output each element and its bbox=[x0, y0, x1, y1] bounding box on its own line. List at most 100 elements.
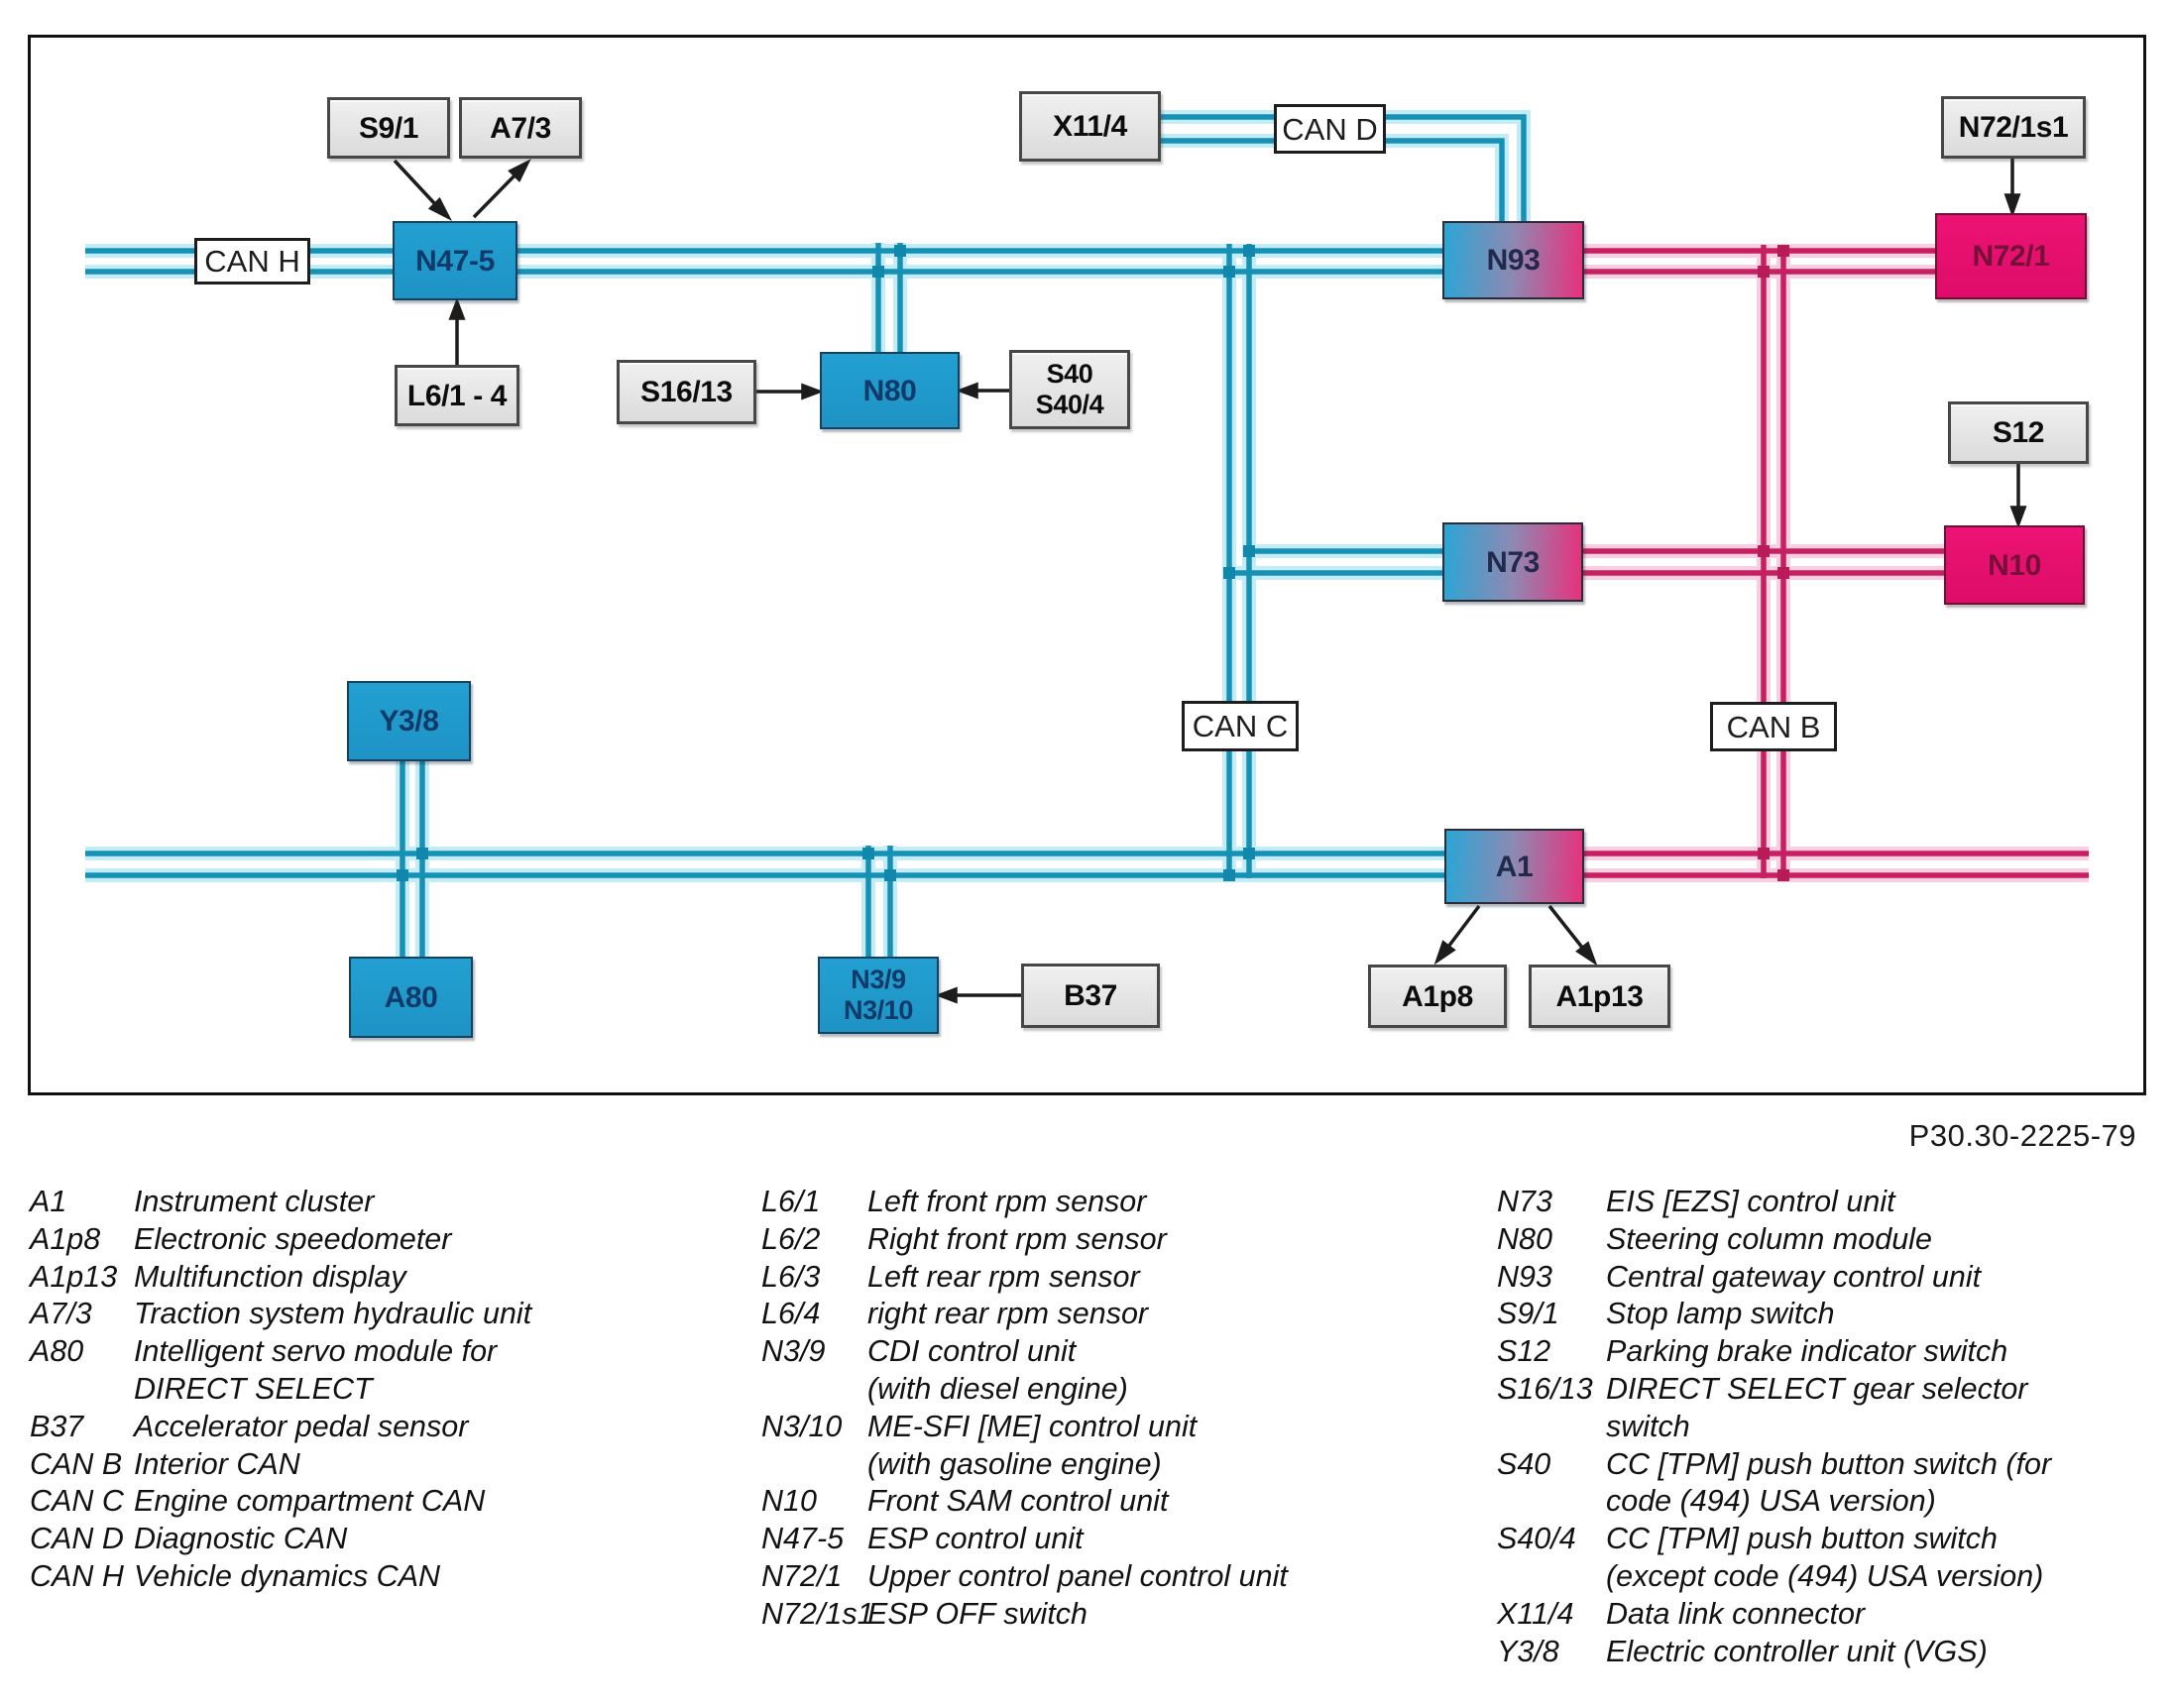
legend-entry: Y3/8 Electric controller unit (VGS) bbox=[1497, 1634, 2171, 1671]
legend-entry: CAN D Diagnostic CAN bbox=[30, 1521, 744, 1558]
legend-description: right rear rpm sensor bbox=[867, 1297, 1149, 1331]
node-can-c: CAN C bbox=[1182, 701, 1299, 751]
arrow-s91-to-n475 bbox=[393, 159, 437, 206]
node-label: CAN H bbox=[204, 244, 300, 279]
node-label: N93 bbox=[1486, 244, 1541, 277]
node-n47-5: N47-5 bbox=[393, 221, 517, 300]
legend-description: Interior CAN bbox=[134, 1446, 300, 1481]
legend-entry: X11/4 Data link connector bbox=[1497, 1596, 2171, 1634]
legend-code: A80 bbox=[30, 1334, 84, 1369]
node-label: S40/4 bbox=[1035, 390, 1104, 419]
legend-code: A1p13 bbox=[30, 1259, 118, 1294]
legend-description: Traction system hydraulic unit bbox=[134, 1297, 532, 1331]
legend-entry: S9/1 Stop lamp switch bbox=[1497, 1296, 2171, 1333]
node-n10: N10 bbox=[1944, 525, 2085, 605]
node-can-h: CAN H bbox=[194, 238, 310, 285]
legend-description: CDI control unit (with diesel engine) bbox=[867, 1334, 1128, 1406]
legend-entry: N3/9 CDI control unit (with diesel engine) bbox=[761, 1333, 1485, 1409]
legend-description: Accelerator pedal sensor bbox=[134, 1409, 469, 1443]
legend-description: Central gateway control unit bbox=[1606, 1259, 1982, 1294]
legend-description: Steering column module bbox=[1606, 1221, 1932, 1256]
node-label: X11/4 bbox=[1053, 110, 1127, 143]
legend-entry: S40 CC [TPM] push button switch (for code … bbox=[1497, 1446, 2171, 1522]
legend-description: ESP OFF switch bbox=[867, 1596, 1088, 1631]
legend-code: S40 bbox=[1497, 1446, 1551, 1481]
legend-code: S40/4 bbox=[1497, 1522, 1576, 1556]
legend-description: Engine compartment CAN bbox=[134, 1484, 486, 1519]
node-label: N3/10 bbox=[843, 995, 914, 1025]
legend-entry: CAN B Interior CAN bbox=[30, 1446, 744, 1484]
legend-code: S12 bbox=[1497, 1334, 1551, 1369]
legend-description: Vehicle dynamics CAN bbox=[134, 1558, 441, 1593]
legend-description: CC [TPM] push button switch (for code (49… bbox=[1606, 1446, 2052, 1519]
legend-code: A1 bbox=[30, 1185, 67, 1218]
node-label: N80 bbox=[862, 374, 917, 407]
legend-code: N3/9 bbox=[761, 1334, 826, 1369]
legend-entry: N47-5 ESP control unit bbox=[761, 1521, 1485, 1558]
legend-code: CAN C bbox=[30, 1484, 124, 1519]
legend-code: N3/10 bbox=[761, 1409, 843, 1443]
legend-description: Electronic speedometer bbox=[134, 1221, 452, 1256]
node-can-b: CAN B bbox=[1710, 702, 1837, 751]
node-s12: S12 bbox=[1948, 401, 2089, 464]
legend-entry: N93 Central gateway control unit bbox=[1497, 1259, 2171, 1297]
legend-code: CAN D bbox=[30, 1522, 124, 1556]
node-b37: B37 bbox=[1021, 964, 1160, 1028]
legend-description: Multifunction display bbox=[134, 1259, 406, 1294]
legend-entry: N10 Front SAM control unit bbox=[761, 1483, 1485, 1521]
legend-code: CAN B bbox=[30, 1446, 123, 1481]
legend-entry: N3/10 ME-SFI [ME] control unit (with gasol… bbox=[761, 1409, 1485, 1484]
node-label: CAN D bbox=[1282, 111, 1378, 147]
legend-entry: A1p13 Multifunction display bbox=[30, 1259, 744, 1297]
arrow-a1-to-a1p8 bbox=[1446, 904, 1481, 949]
legend-description: Electric controller unit (VGS) bbox=[1606, 1634, 1988, 1668]
node-a1: A1 bbox=[1444, 829, 1584, 904]
legend-code: N72/1s1 bbox=[761, 1596, 874, 1631]
node-label: A1p13 bbox=[1555, 979, 1644, 1013]
legend-description: Data link connector bbox=[1606, 1596, 1866, 1631]
arrow-n475-to-a73 bbox=[472, 173, 516, 219]
legend-entry: L6/3 Left rear rpm sensor bbox=[761, 1259, 1485, 1297]
node-label: N73 bbox=[1486, 545, 1540, 579]
figure-reference: P30.30-2225-79 bbox=[1908, 1118, 2136, 1153]
node-label: N72/1s1 bbox=[1958, 111, 2069, 144]
node-label: N47-5 bbox=[415, 244, 495, 278]
node-n72-1s1: N72/1s1 bbox=[1941, 96, 2086, 159]
legend-code: L6/2 bbox=[761, 1221, 821, 1256]
legend-code: B37 bbox=[30, 1409, 84, 1443]
legend-description: Upper control panel control unit bbox=[867, 1558, 1288, 1593]
node-label: S40 bbox=[1046, 359, 1093, 389]
legend-code: L6/3 bbox=[761, 1259, 821, 1294]
node-l6-1-4: L6/1 - 4 bbox=[395, 365, 519, 426]
legend-entry: A80 Intelligent servo module for DIRECT SE… bbox=[30, 1333, 744, 1409]
node-label: S12 bbox=[1992, 416, 2045, 449]
node-s9-1: S9/1 bbox=[327, 97, 450, 159]
node-n93: N93 bbox=[1442, 221, 1584, 299]
node-label: B37 bbox=[1064, 979, 1117, 1012]
legend-description: Front SAM control unit bbox=[867, 1484, 1169, 1519]
legend-code: N10 bbox=[761, 1484, 817, 1519]
legend-entry: N80 Steering column module bbox=[1497, 1221, 2171, 1259]
legend-description: ESP control unit bbox=[867, 1522, 1084, 1556]
node-label: S16/13 bbox=[640, 376, 733, 408]
legend-entry: B37 Accelerator pedal sensor bbox=[30, 1409, 744, 1446]
legend-description: Stop lamp switch bbox=[1606, 1297, 1835, 1331]
legend-entry: A1 Instrument cluster bbox=[30, 1184, 744, 1221]
node-label: CAN B bbox=[1726, 709, 1821, 744]
node-n80: N80 bbox=[820, 352, 960, 429]
legend-entry: S40/4 CC [TPM] push button switch (except … bbox=[1497, 1521, 2171, 1596]
node-label: N10 bbox=[1988, 548, 2041, 582]
legend-description: Instrument cluster bbox=[134, 1185, 375, 1218]
legend-code: N47-5 bbox=[761, 1522, 845, 1556]
legend-description: Left front rpm sensor bbox=[867, 1185, 1147, 1218]
node-label: A80 bbox=[384, 980, 438, 1014]
legend-code: A1p8 bbox=[30, 1221, 101, 1256]
legend-description: ME-SFI [ME] control unit (with gasoline e… bbox=[867, 1409, 1198, 1481]
legend-entry: L6/4 right rear rpm sensor bbox=[761, 1296, 1485, 1333]
legend-entry: L6/1 Left front rpm sensor bbox=[761, 1184, 1485, 1221]
legend-code: L6/4 bbox=[761, 1297, 821, 1331]
node-x11-4: X11/4 bbox=[1019, 91, 1161, 162]
diagram-frame bbox=[28, 35, 2146, 1095]
legend-code: X11/4 bbox=[1497, 1596, 1574, 1631]
